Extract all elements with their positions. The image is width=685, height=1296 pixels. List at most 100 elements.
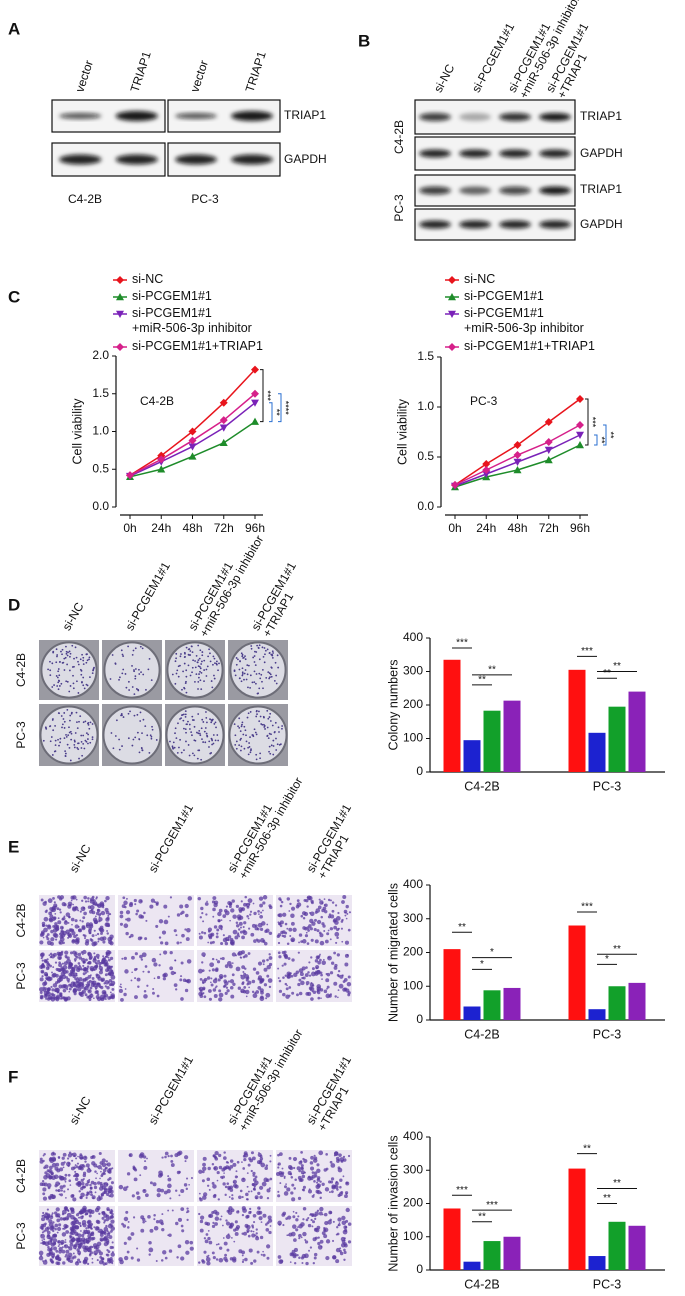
colony [193, 719, 195, 721]
colony [255, 754, 257, 756]
cell [159, 953, 161, 955]
cell [104, 1227, 109, 1232]
cell [127, 1226, 130, 1229]
colony [92, 738, 94, 740]
cell [79, 965, 81, 967]
cell [236, 924, 239, 927]
cell [202, 1163, 206, 1167]
y-axis-label: Colony numbers [386, 659, 400, 750]
cell [260, 988, 264, 992]
transwell-photo [118, 1150, 194, 1202]
cell [216, 1258, 218, 1260]
cell [297, 983, 300, 986]
cell [172, 1209, 174, 1211]
cell [87, 989, 91, 993]
cell [221, 1177, 223, 1179]
cell [290, 1261, 292, 1263]
cell [266, 1244, 270, 1248]
cell [111, 1181, 114, 1184]
cell [264, 968, 268, 972]
cell [50, 956, 52, 958]
cell [161, 1222, 164, 1225]
cell [229, 1196, 231, 1198]
colony [121, 745, 123, 747]
cell [126, 898, 128, 900]
colony [53, 684, 55, 686]
cell [262, 959, 265, 962]
colony [262, 687, 264, 689]
cell [312, 1225, 314, 1227]
cell [120, 911, 123, 914]
cell [85, 1248, 88, 1251]
cell [132, 1194, 135, 1197]
cell [41, 1239, 43, 1241]
point [220, 439, 228, 446]
colony [78, 758, 80, 760]
cell [215, 1211, 219, 1215]
cell [316, 1163, 319, 1166]
cell [152, 988, 154, 990]
cell [59, 1167, 63, 1171]
colony [264, 728, 266, 730]
blot-band [231, 155, 273, 165]
cell [263, 963, 265, 965]
colony [242, 667, 244, 669]
y-tick-label: 2.0 [92, 348, 109, 362]
colony [81, 741, 83, 743]
cell [105, 1167, 107, 1169]
cell [316, 990, 318, 992]
colony [256, 759, 258, 761]
colony [241, 745, 243, 747]
colony [247, 747, 249, 749]
cell [51, 995, 55, 999]
significance-label: *** [456, 1185, 468, 1196]
cell [297, 1226, 299, 1228]
cell [317, 929, 320, 932]
colony [249, 687, 251, 689]
cell [244, 974, 249, 979]
cell [266, 959, 269, 962]
cell [56, 998, 59, 1001]
colony [258, 647, 260, 649]
cell [101, 979, 104, 982]
cell [278, 942, 280, 944]
cell [334, 995, 336, 997]
cell [90, 1187, 93, 1190]
cell [69, 1152, 72, 1155]
cell [241, 1178, 246, 1183]
cell [149, 905, 153, 909]
cell [203, 1157, 207, 1161]
colony [133, 650, 135, 652]
cell [205, 1239, 209, 1243]
cell [302, 926, 306, 930]
colony [50, 740, 52, 742]
cell [325, 1187, 329, 1191]
cell [98, 938, 101, 941]
cell [344, 1194, 348, 1198]
cell [218, 925, 223, 930]
cell [76, 899, 78, 901]
cell [153, 1218, 155, 1220]
cell [324, 990, 328, 994]
cell [58, 1156, 61, 1159]
cell [257, 1160, 261, 1164]
cell [200, 907, 203, 910]
cell [223, 979, 227, 983]
colony [141, 732, 143, 734]
colony [84, 688, 86, 690]
blot-band [59, 113, 101, 119]
colony [185, 723, 187, 725]
colony [206, 669, 208, 671]
colony [81, 755, 83, 757]
cell [278, 897, 281, 900]
cell [313, 1180, 316, 1183]
cell [288, 928, 292, 932]
cell [66, 1162, 71, 1167]
colony [214, 662, 216, 664]
cell [251, 1170, 253, 1172]
cell [108, 1185, 113, 1190]
cell [207, 1237, 210, 1240]
cell [175, 1222, 178, 1225]
cell [106, 1160, 108, 1162]
cell [150, 1229, 154, 1233]
